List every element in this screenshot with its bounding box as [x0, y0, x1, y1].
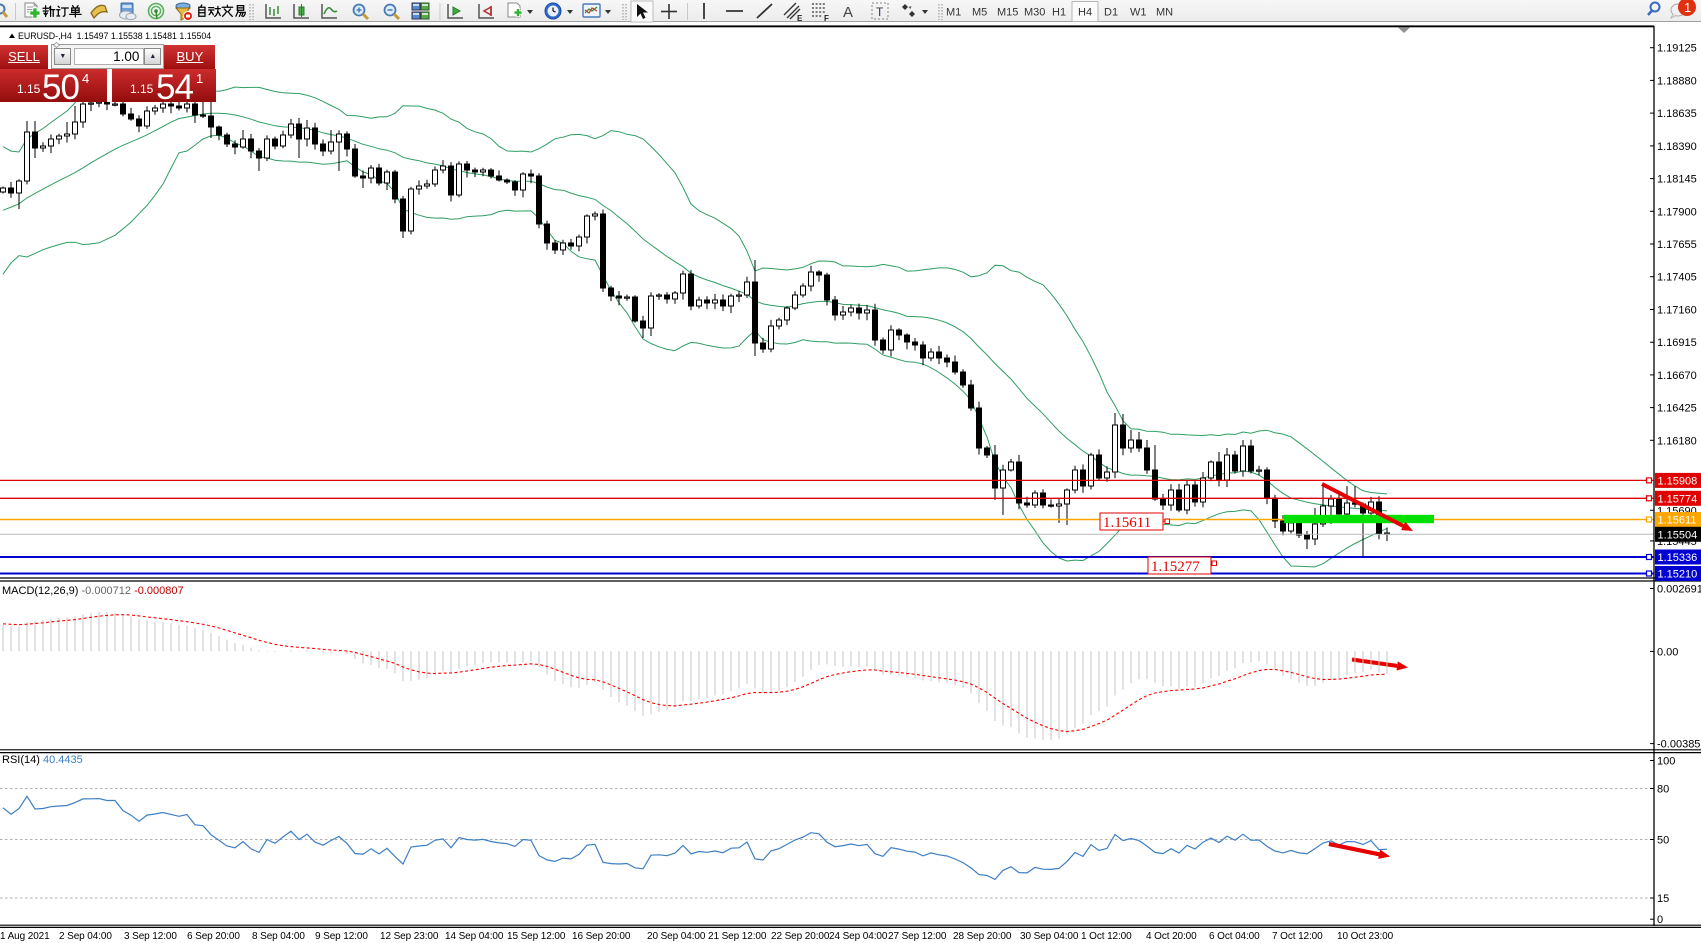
svg-text:1.16425: 1.16425	[1657, 403, 1697, 415]
svg-text:W1: W1	[1130, 7, 1147, 19]
svg-text:1.16670: 1.16670	[1657, 370, 1697, 382]
svg-text:1: 1	[1684, 0, 1691, 15]
svg-text:1.15611: 1.15611	[1103, 515, 1151, 531]
svg-text:6 Oct 04:00: 6 Oct 04:00	[1209, 931, 1260, 942]
svg-text:1.15774: 1.15774	[1658, 493, 1698, 505]
svg-text:1.17900: 1.17900	[1657, 206, 1697, 218]
svg-text:20 Sep 04:00: 20 Sep 04:00	[647, 931, 706, 942]
svg-text:2 Sep 04:00: 2 Sep 04:00	[59, 931, 112, 942]
svg-text:9 Sep 12:00: 9 Sep 12:00	[315, 931, 368, 942]
svg-text:1.15210: 1.15210	[1658, 569, 1698, 581]
svg-text:MN: MN	[1156, 7, 1173, 19]
svg-text:22 Sep 20:00: 22 Sep 20:00	[771, 931, 830, 942]
svg-text:0.00: 0.00	[1657, 646, 1678, 658]
svg-text:1.17160: 1.17160	[1657, 305, 1697, 317]
svg-text:100: 100	[1657, 756, 1675, 768]
svg-text:8 Sep 04:00: 8 Sep 04:00	[252, 931, 305, 942]
svg-text:1.15504: 1.15504	[1658, 529, 1698, 541]
svg-text:28 Sep 20:00: 28 Sep 20:00	[953, 931, 1012, 942]
svg-text:E: E	[797, 14, 803, 23]
svg-text:1.15277: 1.15277	[1151, 559, 1200, 575]
svg-text:27 Sep 12:00: 27 Sep 12:00	[888, 931, 947, 942]
svg-text:M5: M5	[972, 7, 987, 19]
svg-text:1 Aug 2021: 1 Aug 2021	[0, 931, 50, 942]
svg-text:MACD(12,26,9) -0.000712 -0.000: MACD(12,26,9) -0.000712 -0.000807	[2, 585, 184, 597]
svg-text:1.18390: 1.18390	[1657, 141, 1697, 153]
svg-text:15: 15	[1657, 893, 1669, 905]
svg-text:1.15336: 1.15336	[1658, 552, 1698, 564]
svg-text:T: T	[876, 5, 884, 19]
svg-text:80: 80	[1657, 784, 1669, 796]
svg-text:0.002691: 0.002691	[1657, 584, 1701, 596]
svg-text:1.17405: 1.17405	[1657, 272, 1697, 284]
svg-text:-0.00385: -0.00385	[1657, 739, 1700, 751]
svg-text:6 Sep 20:00: 6 Sep 20:00	[187, 931, 240, 942]
svg-text:21 Sep 12:00: 21 Sep 12:00	[708, 931, 767, 942]
svg-text:0: 0	[1657, 914, 1663, 926]
svg-text:10 Oct 23:00: 10 Oct 23:00	[1337, 931, 1394, 942]
svg-text:7 Oct 12:00: 7 Oct 12:00	[1272, 931, 1323, 942]
svg-text:14 Sep 04:00: 14 Sep 04:00	[445, 931, 504, 942]
svg-text:D1: D1	[1104, 7, 1118, 19]
svg-text:1.18145: 1.18145	[1657, 174, 1697, 186]
svg-text:M1: M1	[946, 7, 961, 19]
svg-text:1.15908: 1.15908	[1658, 475, 1698, 487]
svg-text:1.15611: 1.15611	[1658, 515, 1697, 527]
svg-text:30 Sep 04:00: 30 Sep 04:00	[1020, 931, 1079, 942]
svg-text:RSI(14) 40.4435: RSI(14) 40.4435	[2, 754, 83, 766]
svg-text:1.16180: 1.16180	[1657, 435, 1697, 447]
svg-text:24 Sep 04:00: 24 Sep 04:00	[829, 931, 888, 942]
svg-text:1.18635: 1.18635	[1657, 108, 1697, 120]
svg-text:A: A	[843, 4, 853, 21]
svg-text:1.18880: 1.18880	[1657, 75, 1697, 87]
svg-text:M15: M15	[997, 7, 1018, 19]
svg-text:50: 50	[1657, 835, 1669, 847]
svg-text:12 Sep 23:00: 12 Sep 23:00	[380, 931, 439, 942]
svg-text:F: F	[824, 14, 829, 23]
svg-text:3 Sep 12:00: 3 Sep 12:00	[124, 931, 177, 942]
svg-text:1.17655: 1.17655	[1657, 239, 1697, 251]
svg-text:M30: M30	[1024, 7, 1045, 19]
svg-text:15 Sep 12:00: 15 Sep 12:00	[507, 931, 566, 942]
svg-text:H4: H4	[1078, 7, 1092, 19]
svg-text:1.19125: 1.19125	[1657, 43, 1697, 55]
svg-text:4 Oct 20:00: 4 Oct 20:00	[1146, 931, 1197, 942]
svg-text:H1: H1	[1052, 7, 1066, 19]
svg-text:16 Sep 20:00: 16 Sep 20:00	[572, 931, 631, 942]
svg-text:1 Oct 12:00: 1 Oct 12:00	[1081, 931, 1132, 942]
svg-text:1.16915: 1.16915	[1657, 337, 1697, 349]
